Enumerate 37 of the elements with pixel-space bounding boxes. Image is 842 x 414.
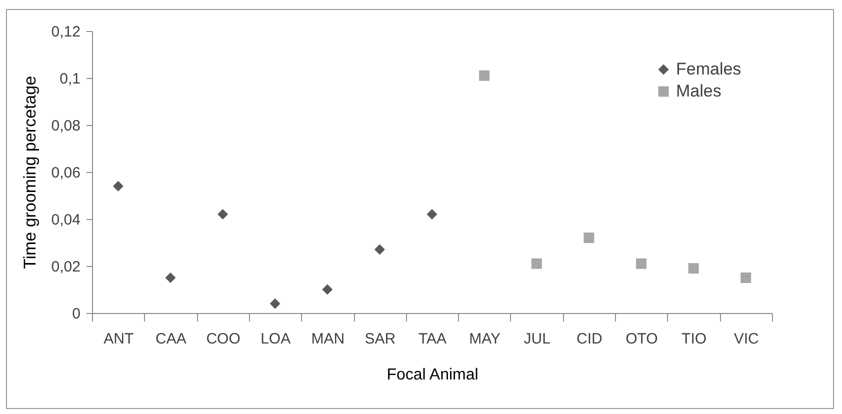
point xyxy=(531,258,542,269)
x-tick-label: JUL xyxy=(524,330,550,348)
point xyxy=(112,180,124,192)
x-tick-label: LOA xyxy=(260,330,291,348)
x-tick-label: CAA xyxy=(156,330,186,348)
point xyxy=(165,272,176,283)
point xyxy=(322,284,333,295)
x-tick-label: OTO xyxy=(626,330,658,348)
point xyxy=(218,209,228,220)
x-tick-label: CID xyxy=(576,330,602,348)
y-tick-label: 0,02 xyxy=(51,258,80,276)
y-tick-label: 0,12 xyxy=(51,24,80,40)
legend-label: Males xyxy=(676,82,722,100)
point xyxy=(374,244,385,255)
x-axis-title: Focal Animal xyxy=(386,366,478,384)
x-tick-label: SAR xyxy=(364,330,396,348)
x-tick-label: COO xyxy=(206,330,240,348)
x-tick-label: ANT xyxy=(104,330,134,348)
point xyxy=(688,263,699,274)
point xyxy=(426,209,438,220)
point xyxy=(270,298,280,309)
y-axis-title: Time grooming percetage xyxy=(20,76,40,270)
y-tick-label: 0 xyxy=(72,306,80,322)
y-tick-label: 0,1 xyxy=(60,70,80,88)
point xyxy=(479,70,490,81)
point xyxy=(584,232,594,244)
x-tick-label: TAA xyxy=(418,330,447,348)
x-tick-label: VIC xyxy=(734,330,760,348)
y-tick-label: 0,06 xyxy=(51,164,80,182)
point xyxy=(636,258,646,269)
y-tick-label: 0,08 xyxy=(51,118,80,134)
y-tick-label: 0,04 xyxy=(51,212,80,228)
legend-label: Females xyxy=(676,60,742,78)
x-tick-label: MAN xyxy=(311,330,345,348)
x-tick-label: MAY xyxy=(469,330,501,348)
x-tick-label: TIO xyxy=(682,330,707,348)
point xyxy=(740,272,752,283)
